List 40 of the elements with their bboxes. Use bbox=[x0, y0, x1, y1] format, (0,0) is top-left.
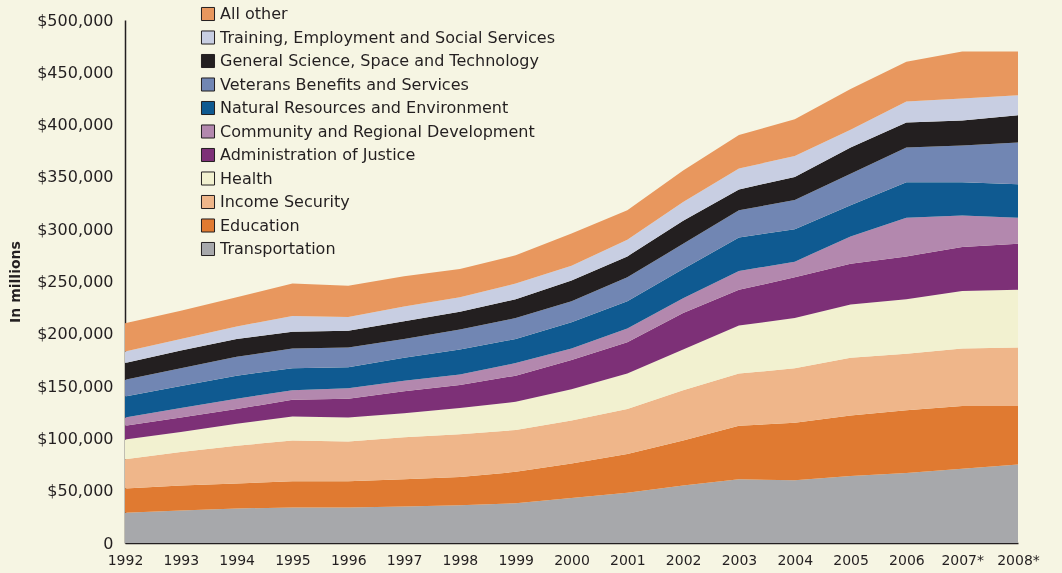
x-tick-label: 2007* bbox=[941, 551, 985, 568]
x-tick-label: 2002 bbox=[665, 551, 702, 568]
legend-label: Training, Employment and Social Services bbox=[219, 27, 555, 47]
legend-label: Education bbox=[220, 215, 300, 235]
x-tick-label: 1992 bbox=[107, 551, 144, 568]
x-tick-label: 2000 bbox=[554, 551, 590, 568]
y-tick-label: $500,000 bbox=[37, 10, 114, 30]
legend-label: Community and Regional Development bbox=[220, 121, 535, 141]
legend-label: Income Security bbox=[220, 192, 350, 211]
legend-label: General Science, Space and Technology bbox=[220, 51, 539, 70]
legend-label: Health bbox=[220, 168, 273, 188]
x-tick-label: 1995 bbox=[275, 551, 311, 568]
y-tick-label: $300,000 bbox=[37, 219, 114, 239]
x-tick-label: 2004 bbox=[777, 551, 814, 568]
x-tick-label: 1999 bbox=[498, 551, 535, 568]
x-tick-label: 1993 bbox=[163, 551, 200, 568]
y-tick-label: $250,000 bbox=[37, 272, 114, 291]
x-tick-label: 2008* bbox=[997, 551, 1040, 568]
legend-label: Administration of Justice bbox=[220, 145, 416, 164]
x-tick-label: 2001 bbox=[609, 551, 646, 568]
y-tick-label: $150,000 bbox=[37, 376, 114, 396]
y-axis-title: In millions bbox=[7, 241, 24, 323]
x-tick-label: 2003 bbox=[721, 551, 758, 568]
x-tick-label: 1996 bbox=[330, 551, 367, 568]
y-tick-label: 0 bbox=[103, 533, 114, 553]
y-tick-label: $100,000 bbox=[37, 428, 114, 448]
x-tick-label: 1998 bbox=[442, 551, 479, 568]
legend-label: Transportation bbox=[219, 239, 336, 258]
x-tick-label: 1994 bbox=[219, 551, 256, 568]
x-tick-label: 2006 bbox=[889, 551, 925, 568]
y-tick-label: $450,000 bbox=[37, 62, 114, 82]
y-tick-label: $200,000 bbox=[37, 324, 114, 344]
legend-label: Veterans Benefits and Services bbox=[220, 74, 469, 94]
y-tick-label: $50,000 bbox=[47, 481, 114, 501]
x-tick-label: 2005 bbox=[833, 551, 869, 568]
legend-label: Natural Resources and Environment bbox=[220, 98, 509, 117]
legend-label: All other bbox=[220, 4, 288, 23]
y-tick-label: $400,000 bbox=[37, 115, 114, 135]
x-tick-label: 1997 bbox=[386, 551, 423, 568]
y-tick-label: $350,000 bbox=[37, 167, 114, 187]
